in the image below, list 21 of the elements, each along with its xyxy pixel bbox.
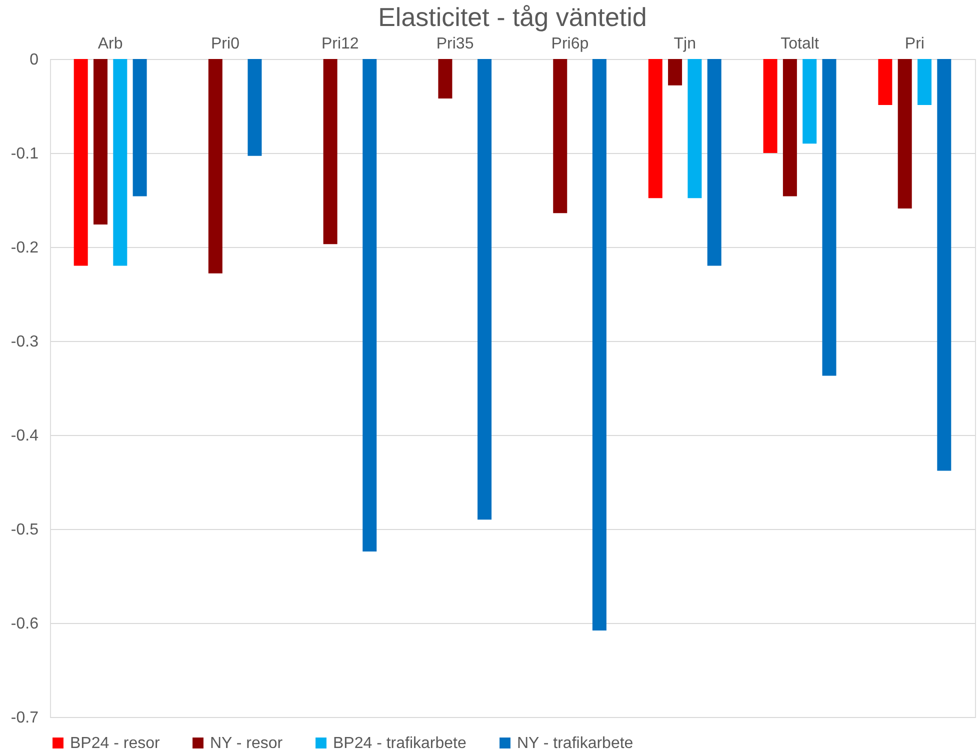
- y-tick-label: 0: [30, 52, 39, 68]
- y-tick-label: -0.7: [10, 710, 39, 726]
- y-tick-label: -0.6: [10, 616, 39, 632]
- x-tick-label: Totalt: [780, 36, 820, 52]
- x-tick-label: Pri35: [436, 36, 474, 52]
- x-tick-label: Pri0: [211, 36, 240, 52]
- x-tick-label: Tjn: [674, 36, 696, 52]
- legend-label: BP24 - trafikarbete: [333, 735, 466, 752]
- x-tick-label: Pri12: [321, 36, 359, 52]
- chart-title: Elasticitet - tåg väntetid: [378, 2, 647, 32]
- x-tick-label: Arb: [98, 36, 123, 52]
- y-tick-label: -0.1: [10, 146, 39, 162]
- legend-label: BP24 - resor: [70, 735, 160, 752]
- y-tick-label: -0.2: [10, 240, 39, 256]
- y-tick-label: -0.5: [10, 522, 39, 538]
- y-tick-label: -0.3: [10, 334, 39, 350]
- legend-label: NY - trafikarbete: [517, 735, 634, 752]
- y-tick-label: -0.4: [10, 428, 39, 444]
- legend-label: NY - resor: [210, 735, 284, 752]
- x-tick-label: Pri6p: [551, 36, 589, 52]
- x-tick-label: Pri: [904, 36, 924, 52]
